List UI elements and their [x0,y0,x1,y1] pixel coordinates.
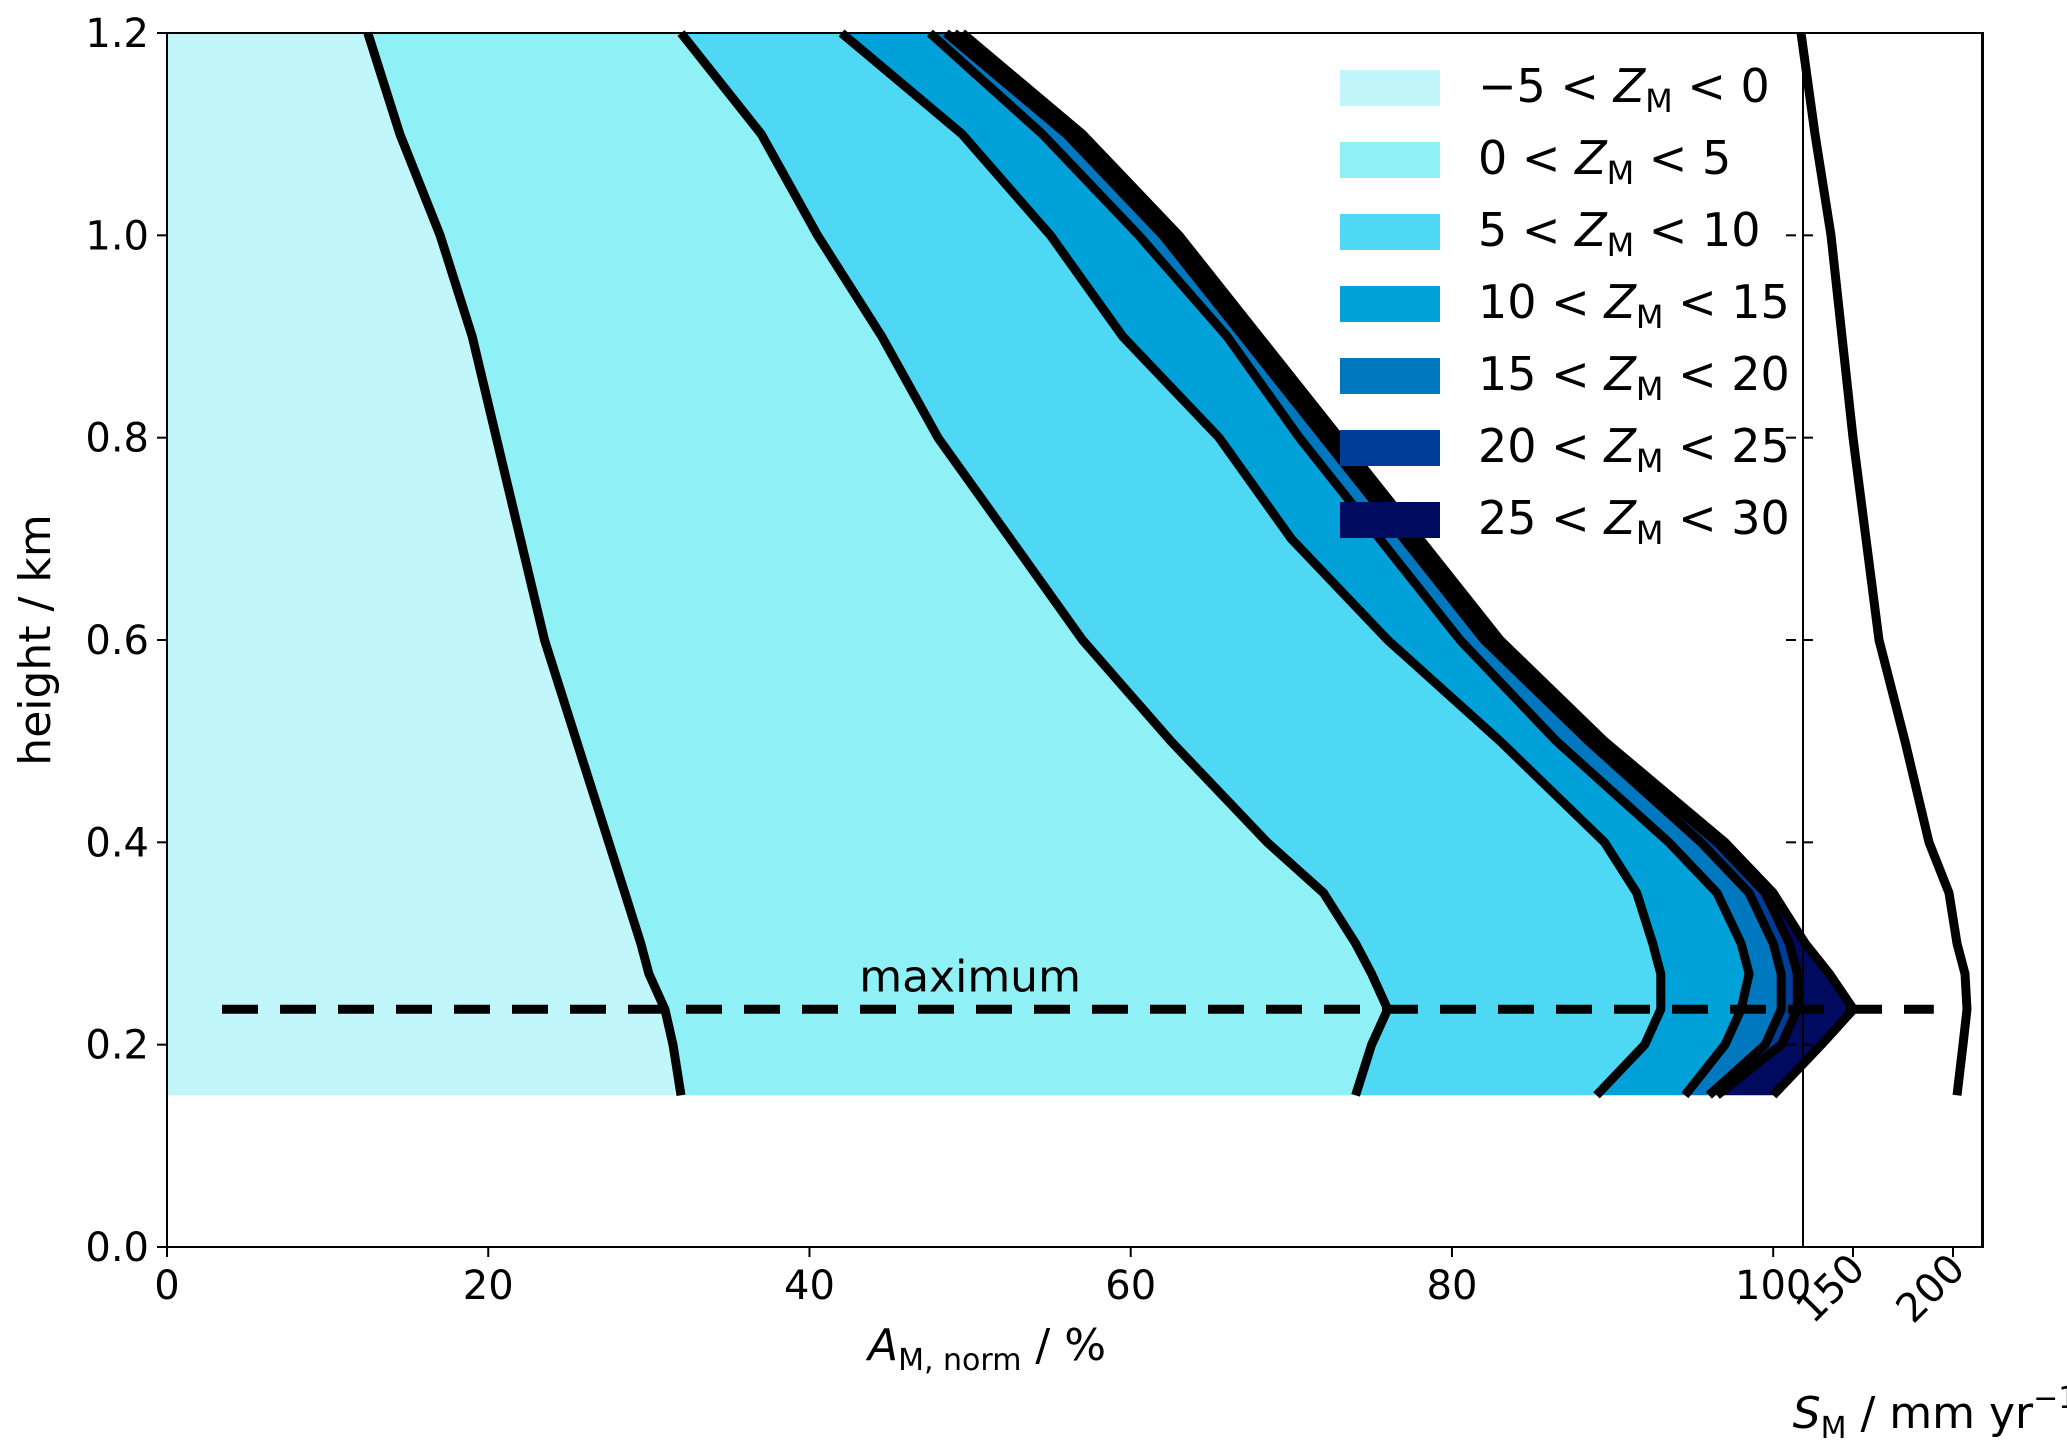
x-tick-label: 40 [784,1263,835,1309]
y-tick-label: 0.2 [85,1023,149,1069]
legend-swatch-1 [1340,142,1440,178]
area-band-1 [367,33,1388,1096]
y-tick-label: 1.2 [85,11,149,57]
side-x-ticks: 150 200 [1788,1246,1975,1333]
legend-swatch-2 [1340,214,1440,250]
legend-label-2: 5 < ZM < 10 [1478,203,1761,264]
area-band-0 [167,33,681,1096]
x-label-sub: M, norm [898,1343,1021,1378]
x-axis-label: AM, norm / % [865,1320,1106,1378]
boundary-lines [363,29,1858,1099]
area-band-2 [681,33,1661,1096]
boundary-line-6 [959,29,1858,1099]
legend-label-4: 15 < ZM < 20 [1478,347,1790,408]
boundary-line-4 [943,29,1786,1099]
legend-label-3: 10 < ZM < 15 [1478,275,1790,336]
boundary-line-0 [363,31,686,1097]
side-label-sub: M [1821,1411,1847,1443]
legend-label-6: 25 < ZM < 30 [1478,491,1790,552]
sm-profile-line [1796,32,1972,1096]
y-tick-label: 0.4 [85,820,149,866]
legend-label-1: 0 < ZM < 5 [1478,131,1731,192]
side-plot-frame [1802,32,1984,1248]
y-axis-label: height / km [10,514,61,765]
x-tick-label: 20 [463,1263,514,1309]
boundary-line-2 [838,29,1666,1099]
x-axis-ticks: 0 20 40 60 80 100 [154,1247,1811,1309]
legend-swatch-3 [1340,286,1440,322]
side-label-sup: −1 [2033,1381,2067,1416]
x-tick-label: 60 [1105,1263,1156,1309]
boundary-line-5 [951,29,1802,1099]
legend-swatch-5 [1340,430,1440,466]
y-tick-label: 0.6 [85,618,149,664]
side-x-tick-label: 200 [1888,1246,1975,1333]
y-tick-label: 1.0 [85,213,149,259]
legend: −5 < ZM < 0 0 < ZM < 5 5 < ZM < 10 10 < ZM … [1340,59,1790,552]
x-label-unit: / % [1021,1320,1106,1371]
boundary-line-3 [926,29,1754,1099]
legend-label-5: 20 < ZM < 25 [1478,419,1790,480]
boundary-line-1 [677,30,1393,1097]
x-label-main: A [865,1320,898,1371]
x-tick-label: 100 [1735,1263,1811,1309]
main-plot: maximum 0 20 40 60 80 100 0.0 0.2 0.4 0.6 0.8 1.0 1… [10,11,1983,1378]
x-tick-label: 0 [154,1263,179,1309]
legend-swatch-0 [1340,70,1440,106]
legend-swatch-4 [1340,358,1440,394]
y-tick-label: 0.0 [85,1225,149,1271]
y-tick-label: 0.8 [85,416,149,462]
legend-label-0: −5 < ZM < 0 [1478,59,1770,120]
legend-swatch-6 [1340,502,1440,538]
maximum-label: maximum [859,951,1081,1002]
x-tick-label: 80 [1427,1263,1478,1309]
stacked-areas [167,33,1854,1096]
side-label-unit: / mm yr [1846,1388,2034,1439]
side-x-tick-label: 150 [1788,1246,1875,1333]
side-label-main: S [1793,1388,1821,1439]
side-x-axis-label: SM / mm yr−1 [1793,1381,2067,1443]
